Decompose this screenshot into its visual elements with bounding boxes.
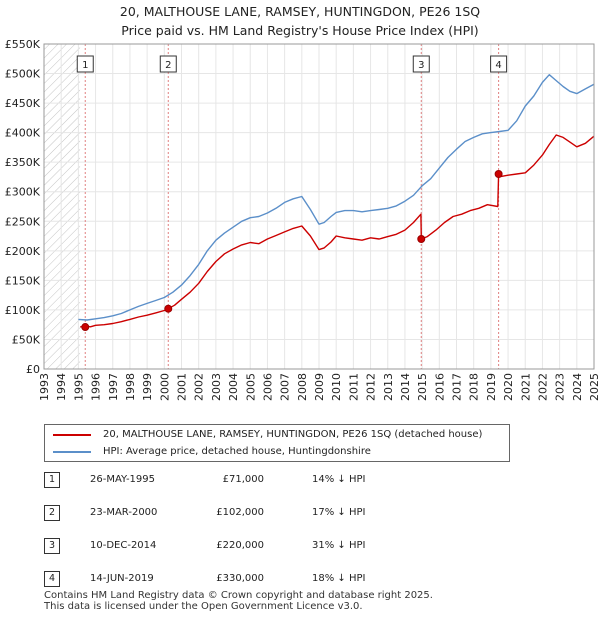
y-tick-label: £250K	[5, 215, 41, 228]
x-tick-label: 2016	[433, 373, 446, 401]
x-tick-label: 2004	[227, 373, 240, 401]
sale-marker-label: 3	[418, 60, 424, 71]
sale-price: £220,000	[216, 540, 264, 551]
x-tick-label: 1997	[107, 373, 120, 401]
sale-date: 23-MAR-2000	[90, 507, 158, 518]
sale-hpi-diff: 14% ↓ HPI	[312, 474, 366, 485]
sale-hpi-diff: 18% ↓ HPI	[312, 573, 366, 584]
x-tick-label: 1995	[72, 373, 85, 401]
sale-marker-badge: 3	[44, 538, 60, 554]
x-tick-label: 2008	[296, 373, 309, 401]
sale-date: 10-DEC-2014	[90, 540, 157, 551]
legend-swatch-property	[53, 434, 91, 436]
x-tick-label: 2001	[176, 373, 189, 401]
pre-data-hatch	[44, 44, 81, 369]
x-tick-label: 2019	[485, 373, 498, 401]
legend-swatch-hpi	[53, 451, 91, 453]
table-row: 1 26-MAY-1995 £71,000 14% ↓ HPI	[44, 470, 464, 490]
sale-marker-box	[412, 55, 430, 73]
x-tick-label: 2017	[451, 373, 464, 401]
x-tick-label: 2014	[399, 373, 412, 401]
legend-item-property: 20, MALTHOUSE LANE, RAMSEY, HUNTINGDON, …	[53, 427, 482, 443]
x-tick-label: 2025	[588, 373, 600, 401]
legend-label-property: 20, MALTHOUSE LANE, RAMSEY, HUNTINGDON, …	[103, 429, 483, 440]
table-row: 3 10-DEC-2014 £220,000 31% ↓ HPI	[44, 536, 464, 556]
chart-subtitle: Price paid vs. HM Land Registry's House …	[121, 23, 479, 38]
x-tick-label: 2003	[210, 373, 223, 401]
sale-marker-label: 2	[165, 60, 171, 71]
sale-marker-label: 1	[82, 60, 88, 71]
sale-marker-box	[490, 55, 508, 73]
sale-price: £102,000	[216, 507, 264, 518]
x-tick-label: 2022	[536, 373, 549, 401]
legend: 20, MALTHOUSE LANE, RAMSEY, HUNTINGDON, …	[44, 424, 510, 462]
x-tick-label: 2005	[244, 373, 257, 401]
sale-price: £330,000	[216, 573, 264, 584]
attribution-footer: Contains HM Land Registry data © Crown c…	[44, 590, 433, 612]
y-tick-label: £200K	[5, 245, 41, 258]
y-tick-label: £500K	[5, 68, 41, 81]
y-tick-label: £150K	[5, 274, 41, 287]
attribution-line-1: Contains HM Land Registry data © Crown c…	[44, 590, 433, 601]
x-tick-label: 2018	[468, 373, 481, 401]
legend-item-hpi: HPI: Average price, detached house, Hunt…	[53, 444, 371, 460]
sale-marker-badge: 1	[44, 472, 60, 488]
sale-price: £71,000	[222, 474, 264, 485]
x-tick-label: 2020	[502, 373, 515, 401]
sale-hpi-diff: 31% ↓ HPI	[312, 540, 366, 551]
x-tick-label: 1994	[55, 373, 68, 401]
price-chart: 1 2 3 4 £0 £50K £100K £150K £200K £250K £300K £350K…	[5, 38, 600, 401]
sale-point	[81, 323, 90, 332]
x-tick-label: 1999	[141, 373, 154, 401]
y-tick-label: £50K	[12, 333, 41, 346]
sale-marker-badge: 2	[44, 505, 60, 521]
x-tick-label: 2021	[519, 373, 532, 401]
chart-title: 20, MALTHOUSE LANE, RAMSEY, HUNTINGDON, …	[119, 4, 481, 19]
legend-label-hpi: HPI: Average price, detached house, Hunt…	[103, 446, 371, 457]
x-tick-label: 2002	[193, 373, 206, 401]
sale-date: 14-JUN-2019	[90, 573, 154, 584]
sale-marker-label: 4	[495, 60, 501, 71]
table-row: 4 14-JUN-2019 £330,000 18% ↓ HPI	[44, 569, 464, 589]
sale-point	[417, 235, 426, 243]
sale-marker-badge: 4	[44, 571, 60, 587]
y-tick-label: £550K	[5, 38, 41, 51]
x-tick-label: 2006	[261, 373, 274, 401]
sale-point	[494, 170, 503, 178]
x-tick-label: 2011	[347, 373, 360, 401]
sale-hpi-diff: 17% ↓ HPI	[312, 507, 366, 518]
sale-point	[164, 304, 173, 313]
x-tick-label: 1993	[38, 373, 51, 401]
x-tick-label: 1998	[124, 373, 137, 401]
x-tick-label: 2023	[554, 373, 567, 401]
y-tick-label: £400K	[5, 127, 41, 140]
x-tick-label: 2000	[158, 373, 171, 401]
x-tick-label: 2012	[365, 373, 378, 401]
x-tick-label: 2007	[279, 373, 292, 401]
x-tick-label: 2015	[416, 373, 429, 401]
sale-marker-box	[159, 55, 177, 73]
attribution-line-2: This data is licensed under the Open Gov…	[44, 601, 363, 612]
y-tick-label: £0	[26, 363, 40, 376]
chart-title-block: 20, MALTHOUSE LANE, RAMSEY, HUNTINGDON, …	[0, 2, 600, 40]
plot-frame	[43, 43, 595, 370]
x-tick-label: 1996	[90, 373, 103, 401]
y-tick-label: £100K	[5, 304, 41, 317]
x-tick-label: 2010	[330, 373, 343, 401]
table-row: 2 23-MAR-2000 £102,000 17% ↓ HPI	[44, 503, 464, 523]
x-tick-label: 2013	[382, 373, 395, 401]
sale-date: 26-MAY-1995	[90, 474, 156, 485]
x-tick-label: 2009	[313, 373, 326, 401]
hpi-line	[78, 73, 595, 321]
x-tick-label: 2024	[571, 373, 584, 401]
y-tick-label: £300K	[5, 186, 41, 199]
y-tick-label: £350K	[5, 156, 41, 169]
y-tick-label: £450K	[5, 97, 41, 110]
sale-marker-box	[76, 55, 94, 73]
